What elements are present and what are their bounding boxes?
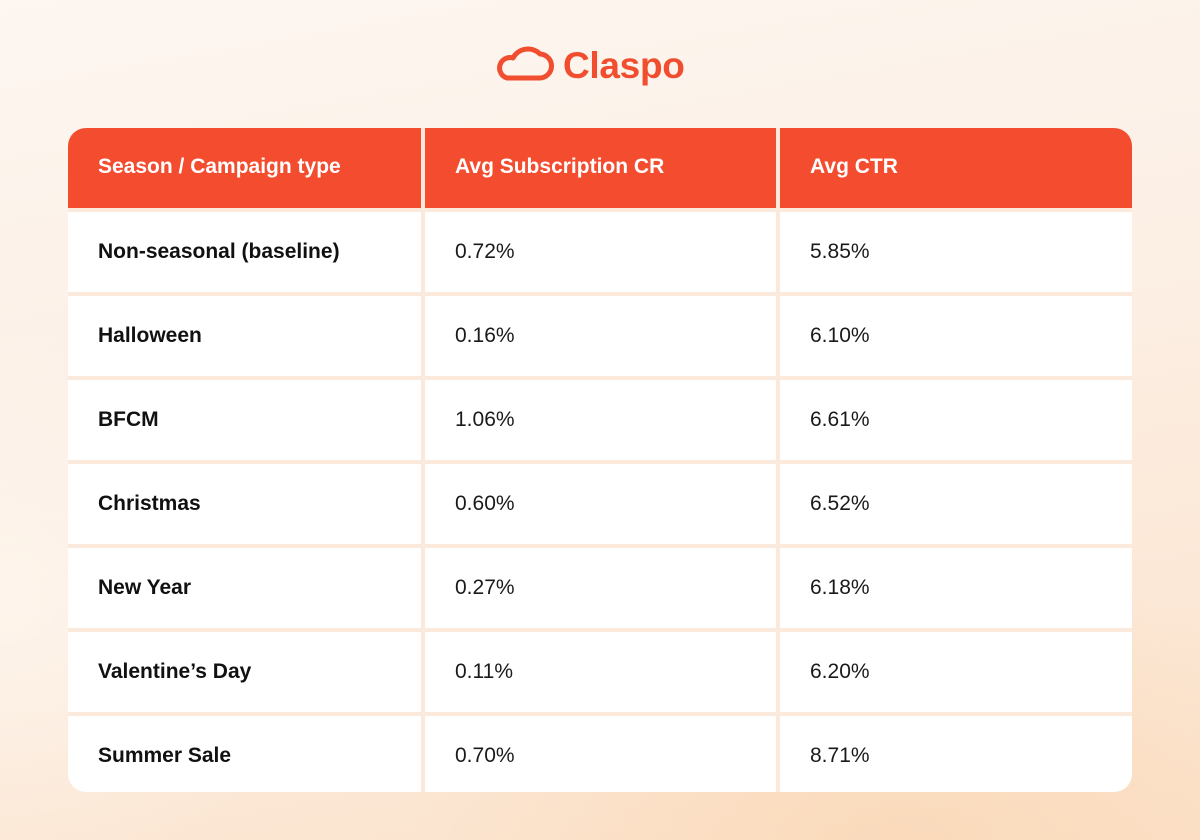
cloud-icon [493,46,555,87]
subscription-cr-cell: 1.06% [425,380,776,460]
column-header-season: Season / Campaign type [68,128,421,208]
ctr-cell: 6.52% [780,464,1132,544]
season-cell: Non-seasonal (baseline) [68,212,421,292]
ctr-cell: 5.85% [780,212,1132,292]
subscription-cr-cell: 0.11% [425,632,776,712]
subscription-cr-cell: 0.27% [425,548,776,628]
column-header-subscription-cr: Avg Subscription CR [425,128,776,208]
seasonal-metrics-table: Season / Campaign type Avg Subscription … [68,128,1132,792]
subscription-cr-cell: 0.16% [425,296,776,376]
season-cell: New Year [68,548,421,628]
subscription-cr-cell: 0.70% [425,716,776,792]
ctr-cell: 6.18% [780,548,1132,628]
brand-logo: Claspo [493,44,685,88]
brand-name: Claspo [563,45,685,86]
ctr-cell: 8.71% [780,716,1132,792]
column-header-ctr: Avg CTR [780,128,1132,208]
season-cell: Summer Sale [68,716,421,792]
season-cell: Valentine’s Day [68,632,421,712]
ctr-cell: 6.61% [780,380,1132,460]
ctr-cell: 6.10% [780,296,1132,376]
season-cell: Christmas [68,464,421,544]
subscription-cr-cell: 0.60% [425,464,776,544]
season-cell: BFCM [68,380,421,460]
ctr-cell: 6.20% [780,632,1132,712]
subscription-cr-cell: 0.72% [425,212,776,292]
season-cell: Halloween [68,296,421,376]
